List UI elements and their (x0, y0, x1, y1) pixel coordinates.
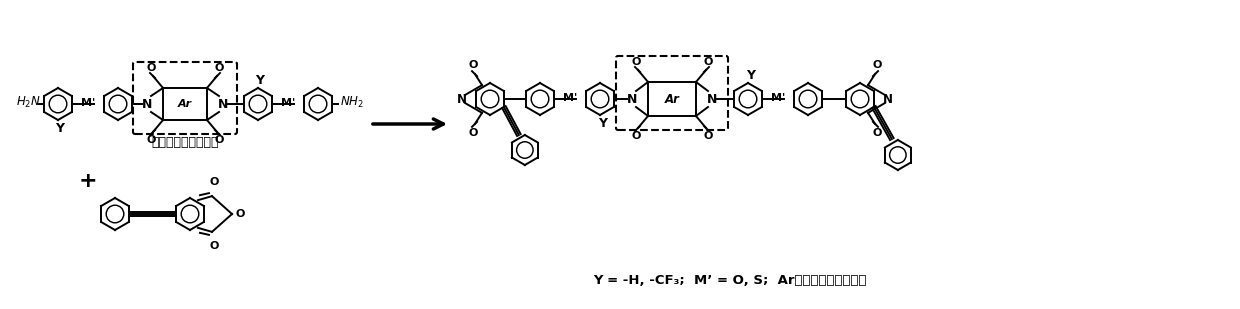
Text: M': M' (563, 93, 577, 103)
Text: Y: Y (255, 74, 264, 87)
Text: M': M' (281, 98, 295, 108)
Text: Ar: Ar (177, 99, 192, 109)
Text: O: O (469, 60, 477, 70)
Text: M': M' (771, 93, 785, 103)
Text: O: O (146, 63, 156, 73)
Text: O: O (631, 57, 641, 67)
Text: $H_2N$: $H_2N$ (16, 95, 41, 110)
Text: O: O (703, 57, 713, 67)
Text: O: O (631, 131, 641, 141)
Text: N: N (883, 92, 893, 105)
Text: O: O (210, 241, 218, 251)
Text: O: O (210, 177, 218, 187)
Text: N: N (141, 98, 153, 111)
Text: O: O (872, 128, 882, 138)
Text: O: O (146, 135, 156, 145)
Text: Y: Y (599, 116, 608, 129)
Text: M': M' (81, 98, 95, 108)
Text: 双氨基双酥亚胺单体: 双氨基双酥亚胺单体 (151, 136, 218, 149)
Text: N: N (707, 92, 717, 105)
Text: N: N (458, 92, 467, 105)
Text: O: O (215, 63, 223, 73)
Text: +: + (78, 171, 97, 191)
Text: O: O (872, 60, 882, 70)
Text: N: N (626, 92, 637, 105)
Text: Y = -H, -CF₃;  M’ = O, S;  Ar代表二酝中的芳基。: Y = -H, -CF₃; M’ = O, S; Ar代表二酝中的芳基。 (593, 274, 867, 287)
Text: O: O (703, 131, 713, 141)
Text: $NH_2$: $NH_2$ (340, 95, 365, 110)
Text: Y: Y (746, 69, 755, 82)
Text: Ar: Ar (665, 92, 680, 105)
Text: N: N (218, 98, 228, 111)
Text: O: O (469, 128, 477, 138)
Text: O: O (236, 209, 244, 219)
Text: Y: Y (56, 121, 64, 134)
Text: O: O (215, 135, 223, 145)
